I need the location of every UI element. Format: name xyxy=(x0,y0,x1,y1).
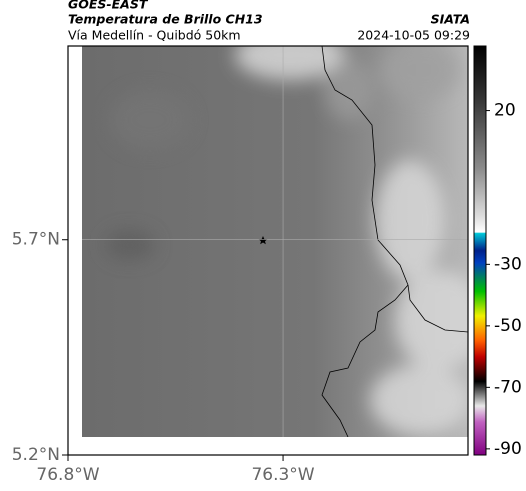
lon-tick-label: 76.3°W xyxy=(251,465,314,485)
title: Temperatura de Brillo CH13 xyxy=(68,12,263,27)
colorbar-label: 20 xyxy=(494,101,516,121)
colorbar xyxy=(473,45,487,456)
map-frame xyxy=(67,45,469,456)
lat-tick-label: 5.2°N xyxy=(12,445,60,465)
colorbar-label: -90 xyxy=(494,439,522,459)
subtitle: Vía Medellín - Quibdó 50km xyxy=(68,28,241,43)
org: SIATA xyxy=(431,12,470,27)
lon-tick-label: 76.8°W xyxy=(36,465,99,485)
satellite-image xyxy=(82,46,468,437)
colorbar-label: -50 xyxy=(494,316,522,336)
datetime: 2024-10-05 09:29 xyxy=(357,28,470,43)
source: GOES-EAST xyxy=(68,0,149,12)
lat-tick-label: 5.7°N xyxy=(12,230,60,250)
colorbar-label: -70 xyxy=(494,377,522,397)
colorbar-label: -30 xyxy=(494,254,522,274)
